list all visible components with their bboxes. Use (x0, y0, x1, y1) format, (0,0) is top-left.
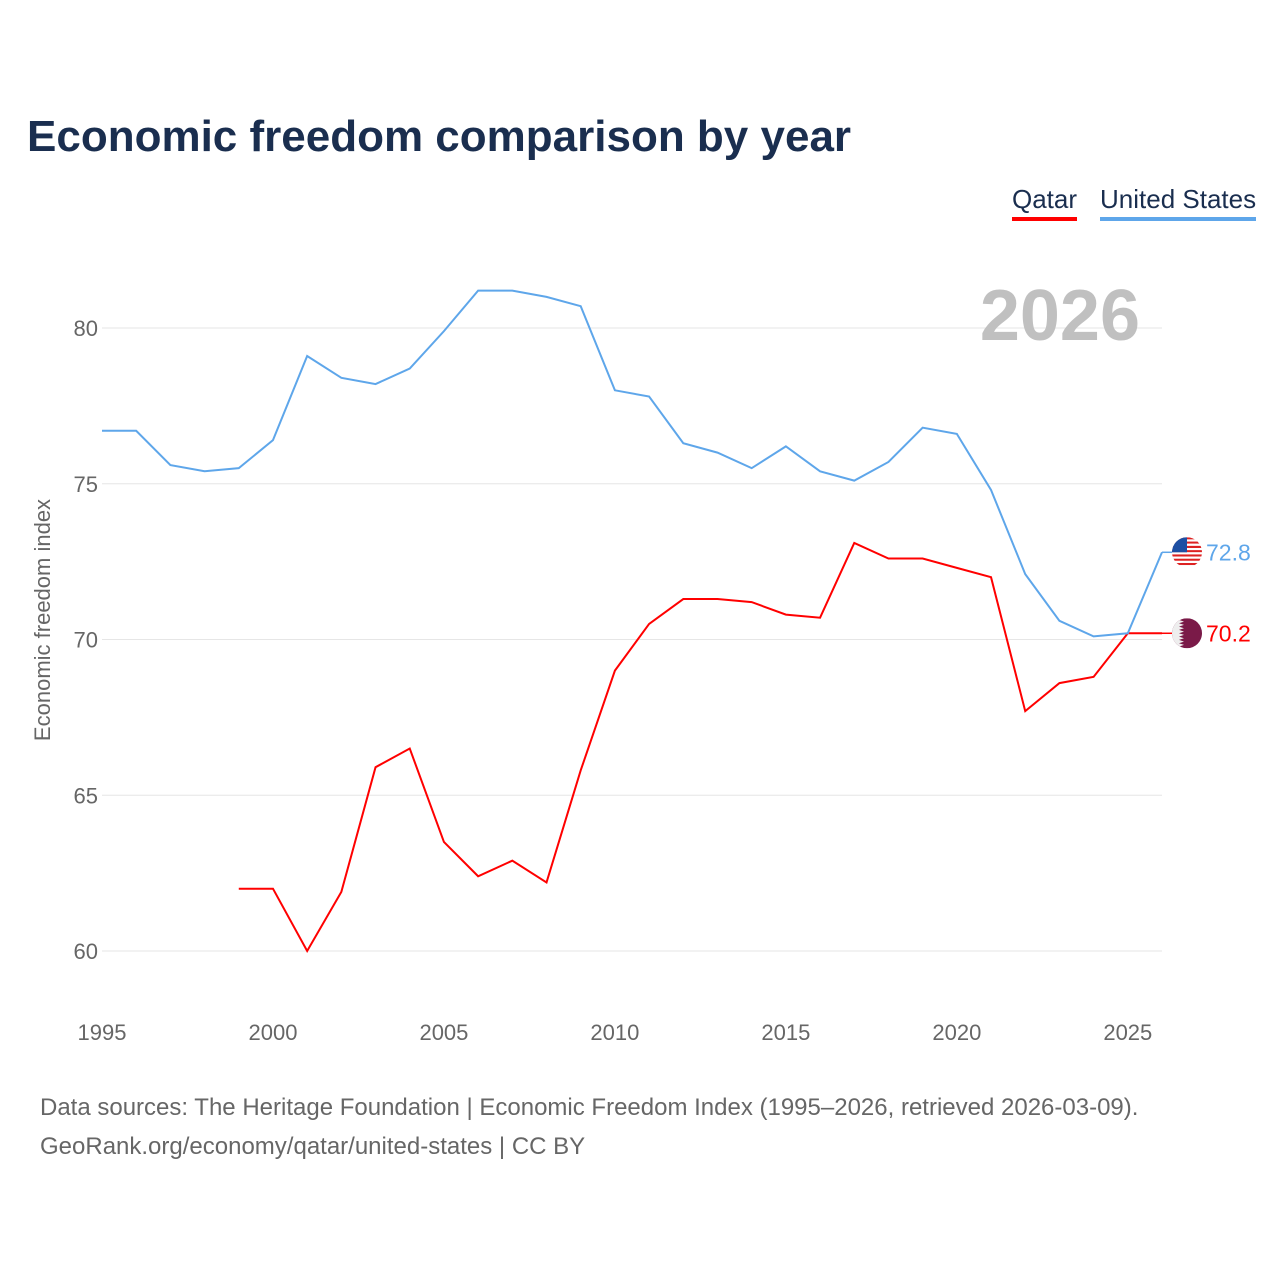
end-value-label: 70.2 (1206, 620, 1251, 646)
y-tick-label: 80 (74, 316, 98, 341)
y-axis-label: Economic freedom index (30, 499, 55, 741)
qatar-flag-icon (1172, 618, 1202, 649)
x-tick-label: 1995 (78, 1020, 127, 1045)
us-flag-icon (1172, 537, 1202, 568)
x-tick-label: 2015 (761, 1020, 810, 1045)
x-tick-label: 2025 (1103, 1020, 1152, 1045)
x-tick-label: 2000 (248, 1020, 297, 1045)
series-line-qatar (238, 541, 1162, 954)
y-tick-label: 60 (74, 939, 98, 964)
y-tick-label: 70 (74, 628, 98, 653)
source-line-1: Data sources: The Heritage Foundation | … (40, 1094, 1139, 1121)
series-line-united-states (102, 289, 1163, 638)
y-tick-label: 75 (74, 472, 98, 497)
x-tick-label: 2010 (590, 1020, 639, 1045)
year-watermark: 2026 (980, 276, 1140, 356)
source-note: Data sources: The Heritage Foundation | … (40, 1088, 1138, 1166)
legend-item-qatar[interactable]: Qatar (1012, 184, 1078, 221)
source-line-2[interactable]: GeoRank.org/economy/qatar/united-states … (40, 1133, 586, 1160)
x-tick-label: 2020 (932, 1020, 981, 1045)
y-tick-label: 65 (74, 783, 98, 808)
end-value-label: 72.8 (1206, 539, 1251, 565)
chart-title: Economic freedom comparison by year (27, 112, 852, 161)
x-tick-label: 2005 (419, 1020, 468, 1045)
legend-item-united-states[interactable]: United States (1100, 184, 1257, 221)
